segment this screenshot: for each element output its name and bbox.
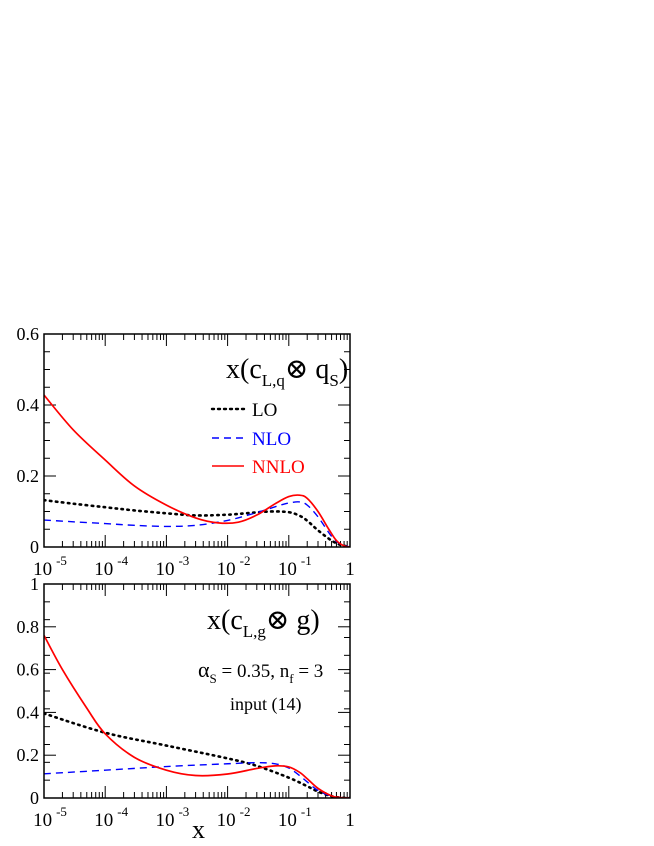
x-tick-label: 1	[345, 810, 355, 831]
x-tick-label: 10 -5	[33, 804, 67, 831]
y-tick-label: 0.4	[17, 702, 40, 722]
legend-nnlo-label: NNLO	[252, 457, 305, 478]
series-line-nlo	[44, 761, 350, 798]
top-title: x(cL,q⊗ qS)	[226, 354, 348, 390]
x-axis-label: x	[192, 815, 205, 844]
x-tick-label: 10 -1	[278, 804, 312, 831]
legend-lo-label: LO	[252, 400, 277, 421]
y-tick-label: 0	[30, 788, 39, 808]
y-tick-label: 0.4	[17, 395, 40, 415]
bottom-annotation-input: input (14)	[230, 694, 302, 715]
series-line-nnlo	[44, 394, 350, 547]
top-y-tick-labels: 0 0.2 0.4 0.6	[17, 324, 40, 557]
y-tick-label: 0.8	[17, 617, 40, 637]
y-tick-label: 0	[30, 537, 39, 557]
top-x-tick-labels: 10 -5 10 -4 10 -3 10 -2 10 -1 1	[33, 553, 355, 580]
legend-nlo-label: NLO	[252, 429, 291, 450]
bottom-series-group	[44, 634, 350, 798]
x-tick-label: 10 -4	[94, 553, 128, 580]
top-series-group	[44, 394, 350, 547]
series-line-lo	[44, 712, 350, 798]
y-tick-label: 0.6	[17, 324, 40, 344]
x-tick-label: 1	[345, 559, 355, 580]
panel-bottom: 0 0.2 0.4 0.6 0.8 1 10 -5 10 -4 10 -3 10 -2 10 -1 1 x(c…	[17, 574, 355, 844]
x-tick-label: 10 -3	[155, 804, 189, 831]
bottom-y-tick-labels: 0 0.2 0.4 0.6 0.8 1	[17, 574, 40, 808]
x-tick-label: 10 -2	[217, 553, 251, 580]
series-line-nnlo	[44, 634, 350, 798]
bottom-title: x(cL,g⊗ g)	[207, 605, 320, 641]
x-tick-label: 10 -5	[33, 553, 67, 580]
x-tick-label: 10 -3	[155, 553, 189, 580]
top-plot-frame	[43, 333, 351, 548]
top-legend: LO NLO NNLO	[210, 400, 305, 478]
bottom-x-tick-labels: 10 -5 10 -4 10 -3 10 -2 10 -1 1	[33, 804, 355, 831]
series-line-nlo	[44, 501, 350, 547]
x-tick-label: 10 -2	[217, 804, 251, 831]
y-tick-label: 1	[30, 574, 39, 594]
y-tick-label: 0.2	[17, 466, 40, 486]
bottom-plot-frame	[43, 583, 351, 799]
x-tick-label: 10 -4	[94, 804, 128, 831]
series-line-lo	[44, 498, 350, 547]
y-tick-label: 0.2	[17, 745, 40, 765]
panel-top: 0 0.2 0.4 0.6 10 -5 10 -4 10 -3 10 -2 10 -1 1 x(cL,q⊗…	[17, 324, 355, 580]
x-tick-label: 10 -1	[278, 553, 312, 580]
bottom-annotation-params: αS = 0.35, nf = 3	[198, 657, 323, 686]
y-tick-label: 0.6	[17, 660, 40, 680]
